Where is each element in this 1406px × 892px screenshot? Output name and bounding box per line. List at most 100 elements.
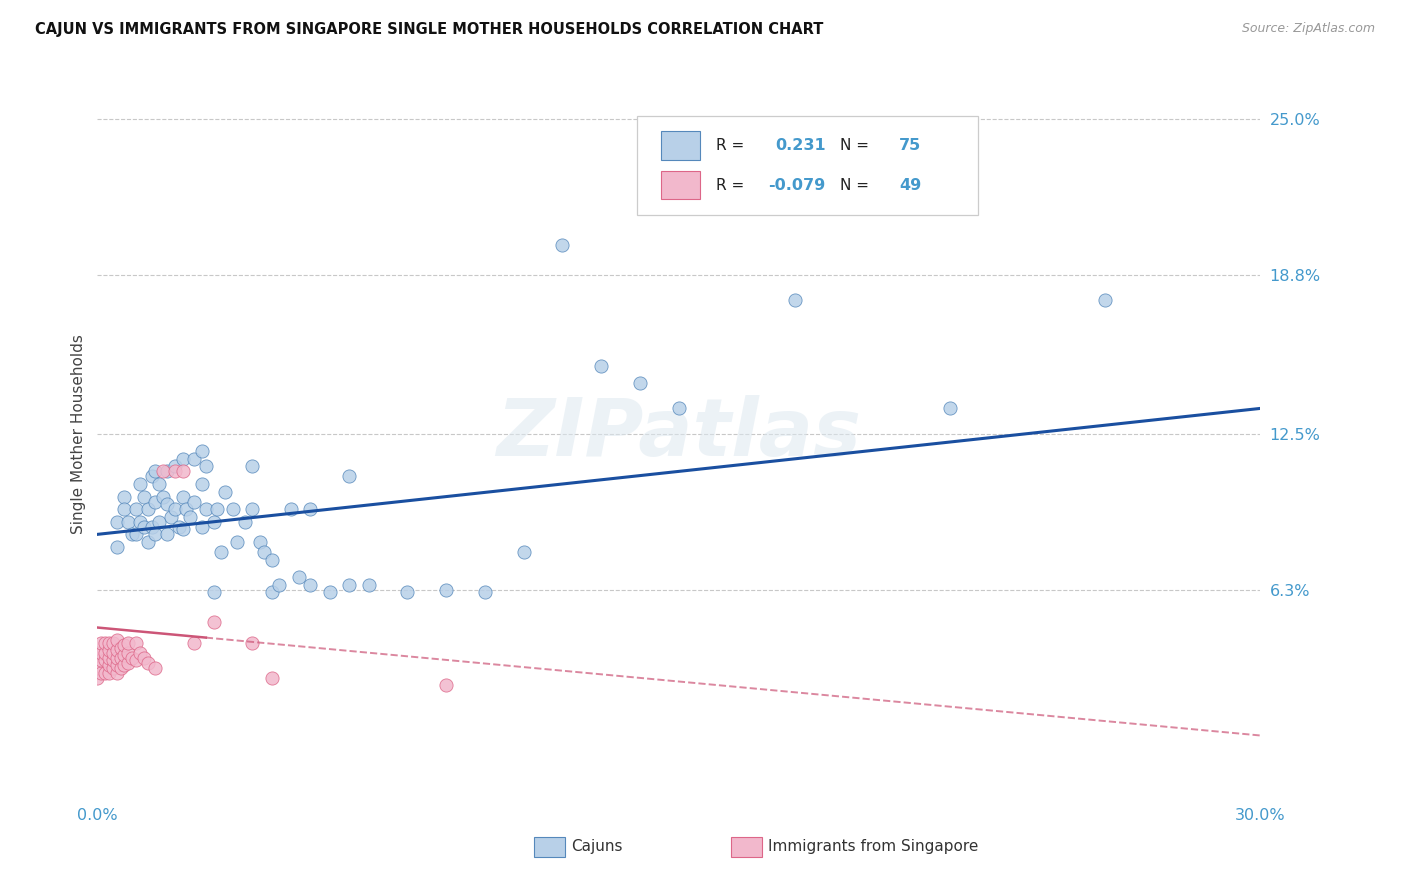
Point bbox=[94, 646, 117, 660]
Point bbox=[105, 540, 128, 554]
Point bbox=[132, 520, 155, 534]
Point bbox=[194, 502, 217, 516]
Point bbox=[117, 635, 139, 649]
Point bbox=[299, 578, 322, 592]
Point bbox=[319, 585, 342, 599]
Point bbox=[240, 459, 263, 474]
Point bbox=[207, 502, 229, 516]
Point bbox=[148, 515, 170, 529]
Point bbox=[163, 464, 186, 478]
Point bbox=[125, 635, 148, 649]
Text: R =: R = bbox=[716, 178, 749, 193]
Point bbox=[163, 459, 186, 474]
Point bbox=[202, 585, 225, 599]
Point bbox=[179, 509, 201, 524]
Point bbox=[114, 638, 136, 652]
Text: -0.079: -0.079 bbox=[769, 178, 825, 193]
Point bbox=[172, 464, 194, 478]
Point bbox=[299, 502, 322, 516]
Point bbox=[183, 635, 205, 649]
Point bbox=[110, 650, 132, 665]
Point bbox=[167, 520, 190, 534]
Point bbox=[152, 464, 174, 478]
Point bbox=[156, 464, 179, 478]
Point bbox=[90, 665, 112, 680]
Point bbox=[434, 678, 457, 692]
Point bbox=[202, 515, 225, 529]
Point bbox=[183, 494, 205, 508]
Point bbox=[98, 635, 121, 649]
Point bbox=[145, 527, 167, 541]
Point bbox=[90, 646, 112, 660]
Point bbox=[101, 635, 124, 649]
Point bbox=[90, 653, 112, 667]
Point bbox=[105, 515, 128, 529]
Point bbox=[101, 653, 124, 667]
Point bbox=[783, 293, 806, 308]
Point bbox=[125, 527, 148, 541]
Point bbox=[114, 658, 136, 673]
Text: 49: 49 bbox=[900, 178, 921, 193]
Point bbox=[172, 451, 194, 466]
Text: 75: 75 bbox=[900, 138, 921, 153]
Text: N =: N = bbox=[841, 138, 875, 153]
Point bbox=[191, 444, 214, 458]
Point bbox=[125, 502, 148, 516]
Point bbox=[191, 477, 214, 491]
Point bbox=[86, 661, 108, 675]
Point bbox=[114, 502, 136, 516]
Point bbox=[136, 656, 159, 670]
Point bbox=[110, 640, 132, 655]
Point bbox=[249, 535, 271, 549]
Point bbox=[132, 650, 155, 665]
Point bbox=[105, 633, 128, 648]
Point bbox=[121, 527, 143, 541]
Point bbox=[94, 653, 117, 667]
Y-axis label: Single Mother Households: Single Mother Households bbox=[72, 334, 86, 533]
Point bbox=[145, 494, 167, 508]
Point bbox=[209, 545, 232, 559]
Text: CAJUN VS IMMIGRANTS FROM SINGAPORE SINGLE MOTHER HOUSEHOLDS CORRELATION CHART: CAJUN VS IMMIGRANTS FROM SINGAPORE SINGL… bbox=[35, 22, 824, 37]
Text: Cajuns: Cajuns bbox=[571, 839, 623, 855]
Text: 0.231: 0.231 bbox=[775, 138, 825, 153]
Point bbox=[132, 490, 155, 504]
Point bbox=[156, 527, 179, 541]
Point bbox=[269, 578, 291, 592]
Point bbox=[101, 646, 124, 660]
Point bbox=[129, 646, 152, 660]
Point bbox=[225, 535, 247, 549]
Point bbox=[145, 464, 167, 478]
Point bbox=[260, 585, 283, 599]
Point bbox=[194, 459, 217, 474]
Point bbox=[434, 582, 457, 597]
Point bbox=[668, 401, 690, 416]
Point bbox=[98, 650, 121, 665]
Point bbox=[94, 635, 117, 649]
Point bbox=[105, 650, 128, 665]
Point bbox=[191, 520, 214, 534]
Text: Source: ZipAtlas.com: Source: ZipAtlas.com bbox=[1241, 22, 1375, 36]
Point bbox=[86, 646, 108, 660]
Point bbox=[105, 665, 128, 680]
Point bbox=[591, 359, 613, 373]
Point bbox=[183, 451, 205, 466]
Point bbox=[129, 477, 152, 491]
Point bbox=[1094, 293, 1116, 308]
Point bbox=[110, 661, 132, 675]
Point bbox=[260, 671, 283, 685]
Point bbox=[240, 635, 263, 649]
Point bbox=[214, 484, 236, 499]
Point bbox=[233, 515, 256, 529]
Point bbox=[152, 490, 174, 504]
Point bbox=[512, 545, 534, 559]
Point bbox=[163, 502, 186, 516]
Point bbox=[98, 643, 121, 657]
Point bbox=[240, 502, 263, 516]
Point bbox=[145, 661, 167, 675]
Point bbox=[94, 665, 117, 680]
Point bbox=[551, 237, 574, 252]
Point bbox=[160, 509, 183, 524]
Point bbox=[141, 469, 163, 483]
Point bbox=[114, 490, 136, 504]
Point bbox=[117, 646, 139, 660]
